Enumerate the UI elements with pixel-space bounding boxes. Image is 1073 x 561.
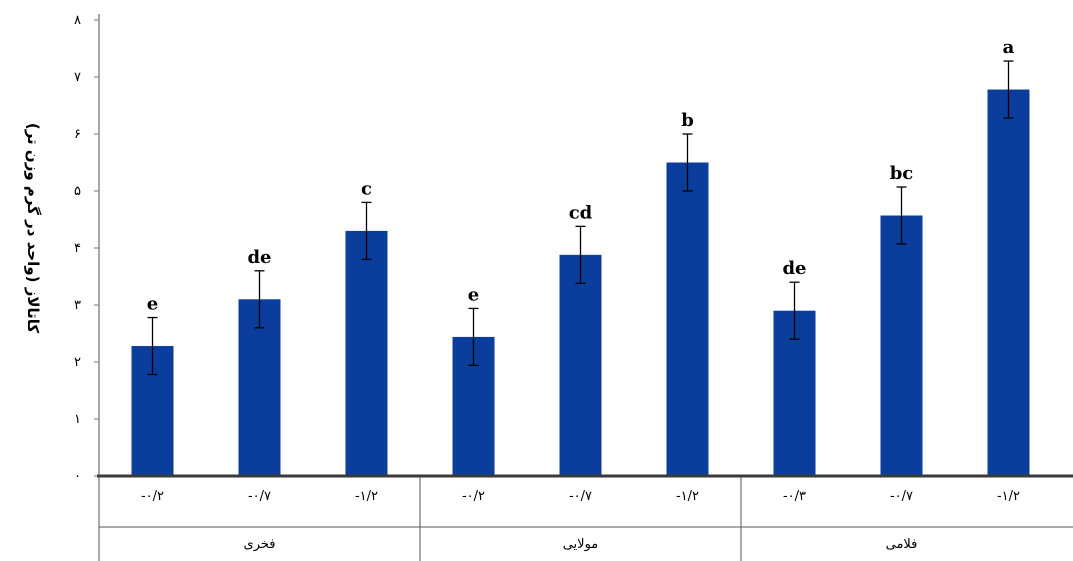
x-category-label: -۱/۲ (355, 489, 378, 504)
y-tick-label: ۴ (74, 241, 81, 256)
x-category-label: -۰/۷ (890, 489, 913, 504)
bars: e de c e cd b de bc a (131, 37, 1030, 476)
y-axis-label: کاتالاز (واحد در گرم وزن تر) (24, 123, 42, 334)
y-tick-label: ۵ (74, 184, 81, 199)
bar (559, 254, 602, 476)
significance-letter: a (1003, 37, 1015, 58)
group-label: مولایی (563, 537, 599, 552)
bar (987, 89, 1030, 476)
y-tick-label: ۸ (74, 13, 81, 28)
y-axis: ۰ ۱ ۲ ۳ ۴ ۵ ۶ ۷ ۸ (74, 13, 100, 484)
significance-letter: e (147, 294, 158, 315)
significance-letter: c (361, 178, 372, 199)
x-category-label: -۰/۲ (141, 489, 164, 504)
significance-letter: de (247, 247, 271, 268)
y-tick-label: ۳ (74, 298, 81, 313)
x-category-label: -۰/۲ (462, 489, 485, 504)
x-category-label: -۰/۷ (569, 489, 592, 504)
x-category-label: -۱/۲ (997, 489, 1020, 504)
bar (238, 299, 281, 476)
x-axis: -۰/۲ -۰/۷ -۱/۲ -۰/۲ -۰/۷ -۱/۲ -۰/۳ -۰/۷ -۱/۲ فخری… (97, 474, 1073, 561)
x-category-label: -۰/۷ (248, 489, 271, 504)
y-tick-label: ۶ (74, 127, 81, 142)
bar (666, 162, 709, 476)
significance-letter: b (681, 110, 694, 131)
x-category-label: -۱/۲ (676, 489, 699, 504)
x-category-label: -۰/۳ (783, 489, 806, 504)
bar (345, 230, 388, 476)
y-tick-label: ۱ (74, 412, 81, 427)
y-tick-label: ۷ (74, 70, 81, 85)
significance-letter: bc (890, 163, 914, 184)
significance-letter: cd (569, 202, 593, 223)
significance-letter: e (468, 284, 479, 305)
y-tick-label: ۲ (74, 355, 81, 370)
y-tick-label: ۰ (74, 469, 81, 484)
bar (880, 215, 923, 476)
significance-letter: de (782, 258, 806, 279)
group-label: فلامی (886, 537, 918, 552)
group-label: فخری (244, 537, 276, 552)
